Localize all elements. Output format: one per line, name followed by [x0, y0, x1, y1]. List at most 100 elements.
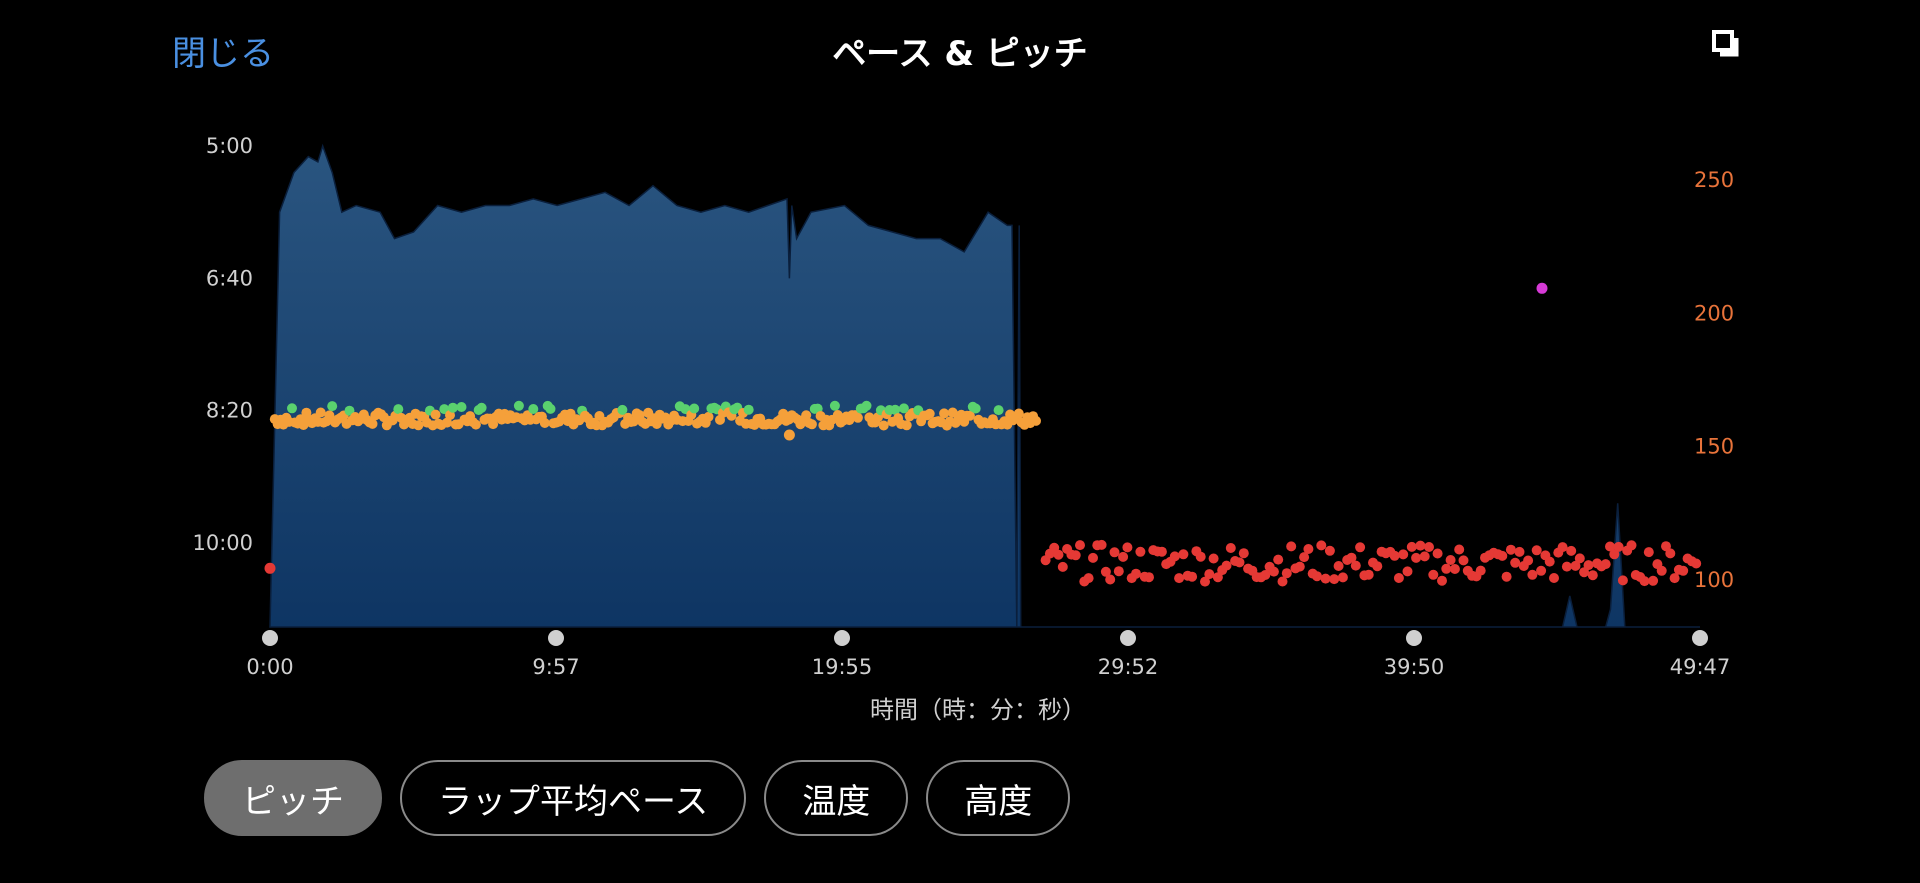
tab-elevation[interactable]: 高度: [926, 760, 1071, 836]
cadence-point: [287, 403, 297, 414]
cadence-point: [1169, 551, 1180, 562]
left-axis-tick-label: 10:00: [192, 531, 253, 555]
cadence-point: [315, 407, 326, 418]
cadence-point: [1303, 544, 1314, 554]
cadence-point: [1432, 548, 1443, 559]
cadence-point: [1324, 545, 1335, 556]
cadence-point: [1013, 408, 1024, 419]
x-axis-tick-label: 39:50: [1384, 655, 1445, 679]
cadence-point: [1445, 555, 1456, 565]
left-axis-tick-label: 5:00: [206, 134, 253, 158]
cadence-point: [1656, 565, 1667, 576]
cadence-outlier-point: [264, 562, 276, 574]
right-axis-tick-label: 250: [1694, 168, 1734, 192]
cadence-point: [413, 420, 424, 431]
cadence-point: [1669, 573, 1680, 584]
tab-cadence[interactable]: ピッチ: [204, 760, 382, 836]
expand-icon[interactable]: [1712, 30, 1748, 66]
cadence-point: [1639, 576, 1650, 587]
cadence-point: [1411, 552, 1422, 563]
close-button[interactable]: 閉じる: [172, 34, 274, 74]
cadence-point: [1200, 576, 1210, 587]
cadence-point: [367, 418, 378, 429]
cadence-point: [1648, 575, 1659, 586]
cadence-point: [1122, 542, 1133, 553]
cadence-point: [1570, 560, 1581, 571]
cadence-point: [1514, 546, 1525, 557]
axis-layer: 5:00 6:40 8:20 10:00 250 200 150 100 0:00 9:57 19:…: [192, 134, 1734, 724]
cadence-point: [964, 410, 975, 421]
cadence-point: [1617, 575, 1628, 586]
metric-tabs: ピッチ ラップ平均ペース 温度 高度: [204, 760, 1071, 840]
right-axis-tick-label: 100: [1694, 568, 1734, 592]
cadence-point: [539, 418, 550, 428]
top-bar: 閉じる ペース & ピッチ: [0, 0, 1920, 100]
x-axis-tick-marker: [262, 630, 278, 646]
cadence-point: [1346, 552, 1357, 563]
cadence-point: [898, 403, 909, 414]
cadence-point: [1415, 540, 1426, 551]
cadence-point: [1398, 549, 1409, 560]
cadence-dots-layer: [264, 282, 1702, 587]
cadence-point: [1096, 539, 1107, 550]
cadence-point: [924, 408, 935, 419]
cadence-point: [1363, 569, 1374, 580]
cadence-point: [470, 419, 481, 430]
cadence-point: [1273, 554, 1284, 565]
cadence-outlier-point: [1536, 282, 1548, 294]
cadence-point: [1118, 551, 1129, 562]
cadence-point: [1268, 566, 1279, 577]
cadence-point: [1600, 559, 1611, 570]
left-axis-tick-label: 6:40: [206, 266, 253, 290]
cadence-point: [476, 402, 487, 413]
cadence-point: [1144, 572, 1154, 583]
cadence-point: [1312, 571, 1322, 582]
cadence-point: [1527, 569, 1538, 580]
cadence-point: [1131, 568, 1141, 579]
cadence-point: [1088, 552, 1098, 563]
x-axis-label: 時間（時：分：秒）: [870, 696, 1086, 724]
cadence-point: [1583, 560, 1594, 571]
cadence-point: [1566, 545, 1577, 556]
cadence-point: [1053, 549, 1064, 560]
cadence-point: [1225, 543, 1236, 553]
cadence-point: [861, 400, 872, 411]
cadence-point: [1031, 415, 1041, 426]
x-axis-tick-label: 0:00: [246, 655, 293, 679]
cadence-point: [993, 405, 1004, 416]
cadence-point: [743, 404, 754, 415]
x-axis-tick-label: 29:52: [1098, 655, 1159, 679]
cadence-point: [1523, 555, 1534, 566]
cadence-point: [1449, 564, 1460, 574]
cadence-point: [1208, 553, 1219, 564]
x-axis-tick-label: 9:57: [532, 655, 579, 679]
page-title: ペース & ピッチ: [832, 34, 1088, 74]
cadence-point: [1109, 547, 1120, 558]
cadence-point: [1544, 556, 1555, 567]
cadence-point: [1458, 555, 1469, 566]
cadence-point: [1105, 574, 1116, 585]
cadence-point: [513, 400, 524, 411]
cadence-point: [1156, 546, 1167, 557]
cadence-point: [1174, 573, 1185, 584]
cadence-point: [829, 400, 840, 411]
cadence-point: [1428, 569, 1439, 580]
cadence-point: [1286, 541, 1297, 552]
cadence-point: [456, 402, 467, 412]
cadence-point: [528, 404, 539, 414]
cadence-point: [1277, 576, 1288, 587]
tab-lap-average-pace[interactable]: ラップ平均ペース: [400, 760, 747, 836]
cadence-point: [801, 410, 812, 421]
cadence-point: [1605, 541, 1615, 552]
cadence-point: [1437, 575, 1447, 586]
cadence-point: [1057, 561, 1068, 572]
cadence-point: [1316, 540, 1327, 551]
cadence-point: [1501, 571, 1512, 582]
tab-temperature[interactable]: 温度: [764, 760, 909, 836]
cadence-point: [1221, 560, 1232, 571]
cadence-point: [703, 411, 714, 422]
cadence-point: [1350, 560, 1361, 571]
cadence-point: [939, 408, 950, 419]
cadence-point: [1187, 571, 1198, 582]
cadence-point: [1643, 547, 1654, 558]
